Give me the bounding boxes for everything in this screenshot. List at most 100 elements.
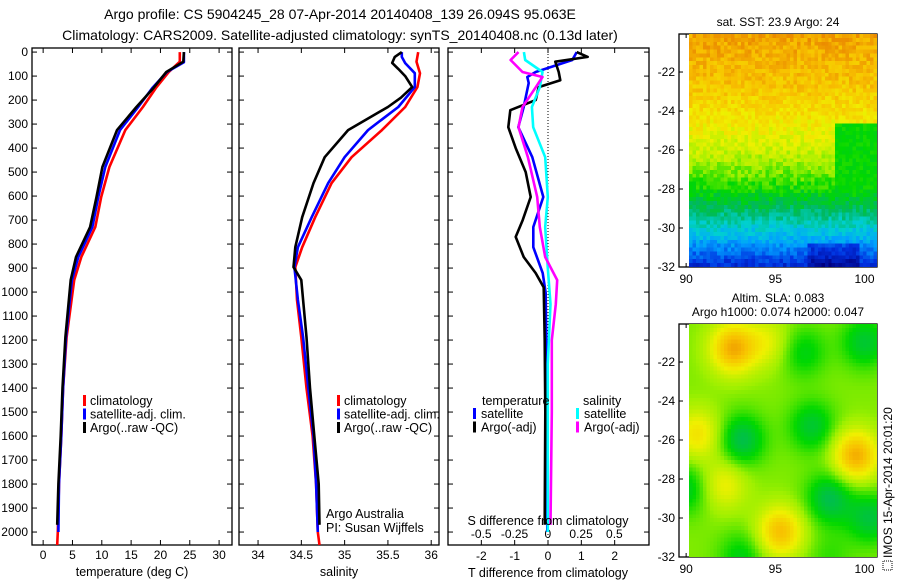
s-difference-xlabel: S difference from climatology — [468, 514, 630, 528]
s-difference-tick-label: 0.5 — [606, 527, 623, 541]
legend-swatch-salinity_satellite — [576, 408, 579, 419]
salinity-xtick-label: 34 — [251, 548, 265, 562]
pi-name: PI: Susan Wijffels — [326, 521, 424, 535]
s-difference-tick-label: -0.5 — [471, 527, 492, 541]
temperature-panel-frame — [31, 47, 233, 546]
t-difference-xtick-label: 1 — [578, 549, 585, 563]
depth-tick-label: 700 — [8, 213, 28, 227]
legend-label: satellite-adj. clim. — [344, 408, 440, 422]
temperature-xtick-label: 15 — [124, 548, 138, 562]
imos-stamp: IMOS 15-Apr-2014 20:01:20 — [881, 407, 895, 571]
legend-swatch-climatology — [337, 395, 340, 406]
temperature-curve-argo — [55, 52, 186, 525]
sla-map-subtitle: Argo h1000: 0.074 h2000: 0.047 — [692, 305, 864, 319]
pi-institution: Argo Australia — [326, 507, 404, 521]
legend-swatch-salinity_argo — [576, 421, 579, 433]
legend-swatch-satellite — [473, 408, 476, 419]
sla-map-ytick-label: -26 — [658, 433, 676, 447]
temperature-xtick-label: 5 — [69, 548, 76, 562]
t-difference-xlabel: T difference from climatology — [468, 566, 629, 580]
sst-map-title: sat. SST: 23.9 Argo: 24 — [717, 15, 840, 29]
t-difference-xtick-label: 0 — [545, 549, 552, 563]
sst-map-xtick-label: 100 — [854, 272, 874, 286]
legend-label: satellite — [584, 407, 626, 421]
legend-swatch-satellite — [337, 408, 340, 420]
depth-tick-label: 1100 — [2, 309, 28, 323]
depth-tick-label: 1600 — [1, 429, 28, 443]
sla-map-xtick-label: 95 — [769, 562, 783, 576]
legend-swatch-climatology — [83, 395, 86, 406]
depth-tick-label: 0 — [21, 45, 28, 59]
difference-curve-argo — [507, 50, 589, 525]
depth-tick-label: 800 — [8, 237, 28, 251]
t-difference-xtick-label: -2 — [476, 549, 487, 563]
legend-swatch-argo — [83, 422, 86, 433]
depth-tick-label: 1400 — [1, 381, 28, 395]
depth-tick-label: 1700 — [1, 453, 28, 467]
salinity-xtick-label: 34.5 — [290, 548, 314, 562]
legend-label: Argo(..raw -QC) — [344, 421, 432, 435]
temperature-xtick-label: 10 — [95, 548, 109, 562]
figure-title-line2: Climatology: CARS2009. Satellite-adjuste… — [62, 27, 618, 43]
salinity-xtick-label: 35.5 — [376, 548, 400, 562]
sla-map-xtick-label: 90 — [679, 562, 693, 576]
legend-label: climatology — [344, 394, 407, 408]
legend-label: Argo(-adj) — [481, 421, 537, 435]
sla-map-ytick-label: -24 — [658, 394, 676, 408]
legend-swatch-satellite — [83, 408, 86, 420]
depth-tick-label: 1800 — [1, 477, 28, 491]
legend-swatch-argo — [337, 422, 340, 433]
legend-header-salinity: salinity — [583, 394, 622, 408]
imos-logo-icon — [882, 560, 893, 571]
sst-map-xtick-label: 90 — [679, 272, 693, 286]
legend-label: satellite — [481, 407, 523, 421]
sla-map-ytick-label: -32 — [658, 550, 676, 564]
salinity-xtick-label: 36 — [425, 548, 439, 562]
imos-timestamp: IMOS 15-Apr-2014 20:01:20 — [881, 407, 895, 558]
temperature-xtick-label: 25 — [183, 548, 197, 562]
sla-map-ytick-label: -30 — [658, 511, 676, 525]
difference-curve-salinity_satellite — [522, 51, 552, 532]
sla-map-title: Altim. SLA: 0.083 — [732, 291, 825, 305]
salinity-curve-argo — [292, 51, 414, 525]
t-difference-xtick-label: 2 — [611, 549, 618, 563]
legend-label: climatology — [90, 394, 153, 408]
depth-tick-label: 900 — [8, 261, 28, 275]
depth-tick-label: 1500 — [1, 405, 28, 419]
salinity-curve-satellite — [293, 52, 417, 533]
depth-tick-label: 400 — [8, 141, 28, 155]
sst-map-ytick-label: -30 — [658, 221, 676, 235]
figure-title-line1: Argo profile: CS 5904245_28 07-Apr-2014 … — [104, 6, 576, 22]
temperature-curve-climatology — [55, 52, 182, 546]
legend-swatch-argo — [473, 421, 476, 433]
legend-label: Argo(-adj) — [584, 421, 640, 435]
sla-map-ytick-label: -22 — [658, 355, 676, 369]
depth-tick-label: 1300 — [1, 357, 28, 371]
salinity-panel-frame — [238, 47, 440, 546]
salinity-xtick-label: 35 — [338, 548, 352, 562]
s-difference-tick-label: -0.25 — [501, 527, 529, 541]
depth-tick-label: 300 — [8, 117, 28, 131]
sst-map-xtick-label: 95 — [769, 272, 783, 286]
difference-curve-salinity_argo — [509, 51, 559, 525]
legend-label: satellite-adj. clim. — [90, 408, 186, 422]
temperature-xtick-label: 0 — [40, 548, 47, 562]
legend-header-temperature: temperature — [482, 394, 549, 408]
salinity-xlabel: salinity — [320, 565, 359, 579]
sst-map-ytick-label: -28 — [658, 182, 676, 196]
temperature-xlabel: temperature (deg C) — [76, 565, 189, 579]
sst-heatmap — [689, 34, 877, 267]
temperature-xtick-label: 20 — [154, 548, 168, 562]
sst-map-ytick-label: -22 — [658, 65, 676, 79]
depth-tick-label: 1200 — [1, 333, 28, 347]
temperature-xtick-label: 30 — [212, 548, 226, 562]
sla-map-xtick-label: 100 — [854, 562, 874, 576]
depth-tick-label: 2000 — [1, 525, 28, 539]
sla-map-ytick-label: -28 — [658, 472, 676, 486]
depth-tick-label: 1000 — [1, 285, 28, 299]
sst-map-ytick-label: -26 — [658, 143, 676, 157]
depth-tick-label: 100 — [8, 69, 28, 83]
depth-tick-label: 1900 — [1, 501, 28, 515]
depth-tick-label: 600 — [8, 189, 28, 203]
